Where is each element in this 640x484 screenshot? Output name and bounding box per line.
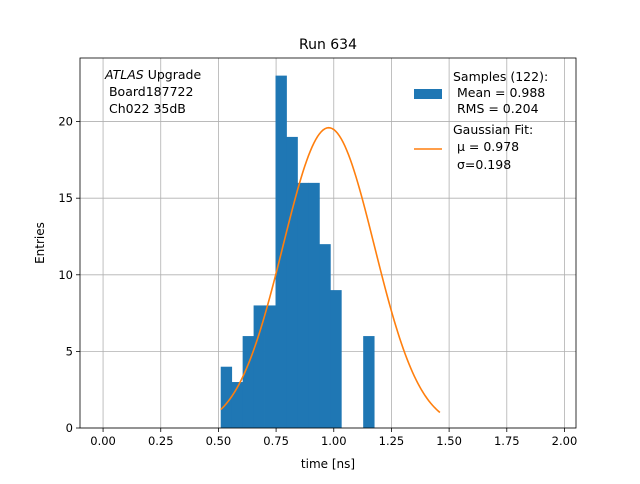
legend-swatch-samples (414, 89, 442, 99)
legend-samples-label: Samples (122): (453, 69, 548, 84)
y-tick-label-2: 10 (58, 268, 73, 282)
legend-fit-mu: μ = 0.978 (453, 139, 519, 154)
y-axis-label: Entries (33, 222, 47, 264)
histogram-bar-13 (363, 336, 375, 428)
x-tick-label-0: 0.00 (90, 434, 116, 448)
histogram-bar-2 (242, 336, 254, 428)
axis-ticks: 0.00 0.25 0.50 0.75 1.00 1.25 1.50 1.75 2.00 0 5 10… (58, 115, 577, 448)
y-tick-label-0: 0 (66, 421, 73, 435)
x-tick-label-4: 1.00 (321, 434, 347, 448)
annotation-line-2: Board187722 (105, 84, 193, 99)
y-tick-label-4: 20 (58, 115, 73, 129)
histogram-bar-3 (253, 305, 265, 428)
histogram-bar-6 (286, 136, 298, 428)
histogram-bar-8 (308, 182, 320, 428)
x-tick-label-8: 2.00 (552, 434, 578, 448)
legend: Samples (122): Mean = 0.988 RMS = 0.204 … (414, 69, 548, 172)
annotation-line-3: Ch022 35dB (105, 101, 186, 116)
x-tick-label-6: 1.50 (436, 434, 462, 448)
histogram-bar-0 (220, 366, 233, 428)
x-tick-label-5: 1.25 (379, 434, 405, 448)
x-tick-label-3: 0.75 (263, 434, 289, 448)
annotation-atlas: ATLAS (104, 67, 144, 82)
y-tick-label-3: 15 (58, 191, 73, 205)
annotation-upgrade: Upgrade (144, 67, 202, 82)
x-tick-label-7: 1.75 (494, 434, 520, 448)
annotation-box: ATLAS Upgrade Board187722 Ch022 35dB (104, 67, 201, 116)
x-axis-label: time [ns] (301, 457, 355, 471)
histogram-bar-1 (231, 382, 244, 428)
y-tick-label-1: 5 (66, 344, 73, 358)
chart-title: Run 634 (299, 37, 357, 53)
histogram-bar-10 (330, 290, 342, 428)
histogram-bar-7 (297, 182, 309, 428)
legend-fit-sigma: σ=0.198 (453, 157, 511, 172)
gaussian-fit-curve (220, 126, 441, 414)
histogram-bar-4 (264, 305, 276, 428)
legend-fit-label: Gaussian Fit: (453, 122, 533, 137)
x-tick-label-1: 0.25 (148, 434, 174, 448)
plot-frame (79, 57, 577, 429)
legend-samples-mean: Mean = 0.988 (453, 85, 545, 100)
annotation-line-1: ATLAS Upgrade (104, 67, 201, 82)
histogram-bar-9 (319, 244, 331, 428)
legend-samples-rms: RMS = 0.204 (453, 101, 539, 116)
fit-curve-layer (220, 126, 441, 414)
x-tick-label-2: 0.50 (206, 434, 232, 448)
